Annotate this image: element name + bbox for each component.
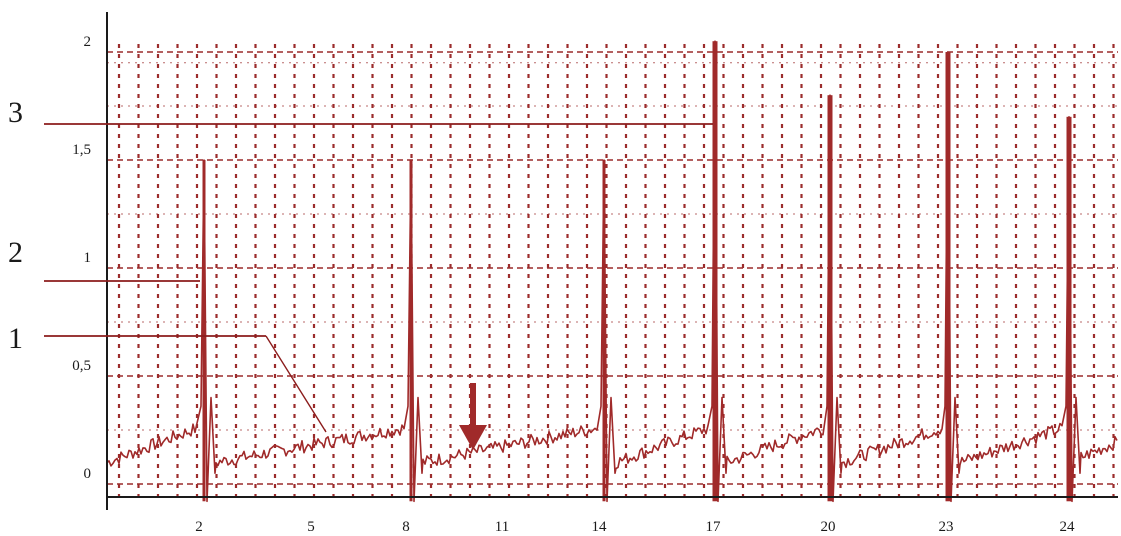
trace-line — [106, 40, 1118, 503]
spike-1 — [409, 160, 413, 502]
x-tick-labels: 2 5 8 11 14 17 20 23 24 — [195, 519, 1075, 535]
axes — [106, 12, 1118, 510]
spike-2 — [602, 160, 606, 502]
spike-5 — [945, 52, 951, 502]
spike-6 — [1066, 116, 1072, 502]
y-tick-label-2: 1 — [84, 250, 92, 266]
spike-3 — [712, 41, 718, 502]
callout-label-0: 3 — [8, 96, 23, 129]
y-tick-label-1: 0,5 — [72, 358, 91, 374]
x-tick-label-3: 11 — [495, 519, 509, 535]
callout-label-1: 2 — [8, 236, 23, 269]
x-tick-label-2: 8 — [402, 519, 410, 535]
y-tick-label-0: 0 — [84, 466, 92, 482]
y-tick-label-3: 1,5 — [72, 142, 91, 158]
spike-0 — [202, 160, 206, 502]
x-tick-label-1: 5 — [307, 519, 315, 535]
grid-lines — [107, 44, 1118, 500]
spike-4 — [827, 95, 833, 502]
callout-leader-2 — [265, 335, 327, 433]
arrow-marker — [459, 383, 487, 450]
x-tick-label-6: 20 — [821, 519, 836, 535]
callout-label-2: 1 — [8, 322, 23, 355]
x-tick-label-8: 24 — [1060, 519, 1076, 535]
arrow-shaft — [470, 383, 476, 428]
x-tick-label-0: 2 — [195, 519, 203, 535]
arrow-down-icon — [459, 425, 487, 450]
y-tick-label-4: 2 — [84, 34, 92, 50]
y-tick-labels: 0 0,5 1 1,5 2 — [72, 34, 91, 482]
callouts: 3 2 1 — [8, 96, 713, 433]
x-tick-label-5: 17 — [706, 519, 722, 535]
x-tick-label-4: 14 — [592, 519, 608, 535]
x-tick-label-7: 23 — [939, 519, 954, 535]
data-trace — [106, 40, 1118, 503]
